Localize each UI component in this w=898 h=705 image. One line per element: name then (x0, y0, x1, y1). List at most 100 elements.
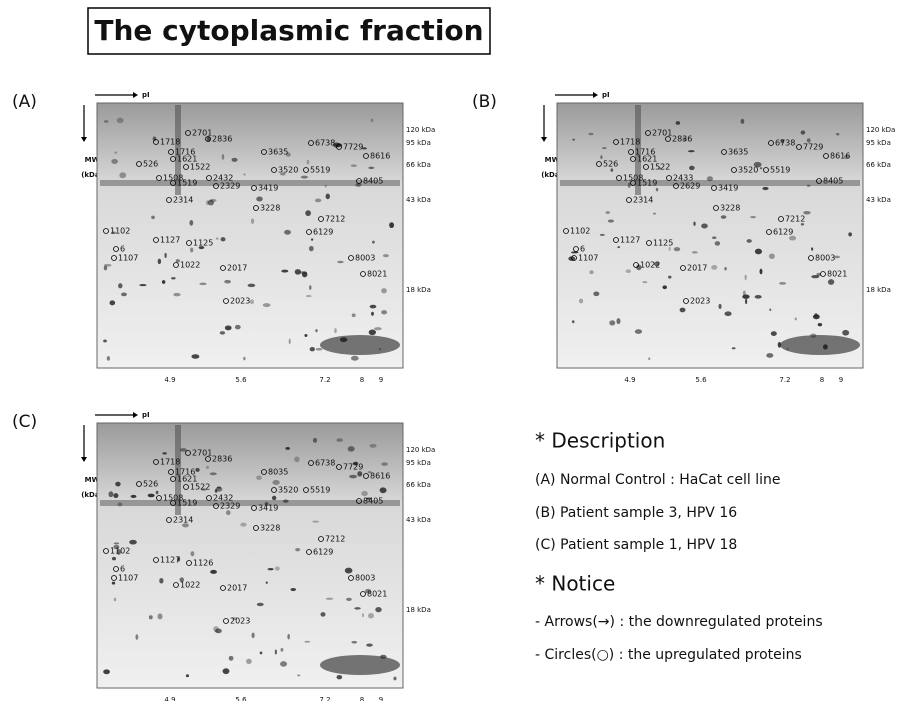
spot-circle (168, 469, 174, 475)
spot-circle (336, 464, 342, 470)
spot-circle (251, 185, 257, 191)
spot-circle (768, 140, 774, 146)
gel-spot (393, 676, 397, 681)
gel-spot (108, 491, 114, 498)
gel-spot (701, 223, 708, 229)
gel-spot (350, 164, 358, 167)
mw-marker: 120 kDa (406, 446, 435, 454)
gel-spot (364, 588, 372, 594)
spot-circle (816, 178, 822, 184)
spot-circle (168, 149, 174, 155)
gel-spot (224, 279, 231, 284)
spot-label: 1621 (177, 475, 197, 484)
gel-spot (655, 187, 659, 192)
gel-spot (207, 199, 214, 206)
spot-circle (571, 255, 577, 261)
spot-circle (613, 139, 619, 145)
spot-label: 2017 (227, 584, 247, 593)
arrow-head (541, 137, 547, 142)
notice-item: - Circles(○) : the upregulated proteins (535, 647, 802, 663)
gel-spot (724, 267, 727, 271)
spot-circle (763, 167, 769, 173)
spot-label: 2701 (192, 449, 212, 458)
spot-circle (103, 228, 109, 234)
spot-circle (796, 144, 802, 150)
spot-circle (363, 473, 369, 479)
panel-label: (C) (12, 412, 37, 432)
spot-label: 3520 (278, 486, 298, 495)
spot-circle (253, 525, 259, 531)
gel-spot (627, 182, 631, 188)
gel-spot (724, 311, 732, 317)
gel-spot (381, 310, 388, 315)
spot-circle (185, 130, 191, 136)
gel-spot (658, 167, 661, 170)
spot-label: 6738 (775, 139, 795, 148)
spot-circle (186, 240, 192, 246)
spot-label: 1716 (175, 148, 195, 157)
spot-label: 1107 (118, 574, 138, 583)
gel-spot (334, 327, 337, 334)
spot-circle (261, 469, 267, 475)
title: The cytoplasmic fraction (94, 14, 483, 47)
pi-label: pI (142, 411, 150, 419)
gel-spot (309, 347, 315, 352)
spot-circle (628, 149, 634, 155)
gel-spot (325, 193, 330, 200)
spot-label: 7729 (343, 463, 363, 472)
mw-marker: 95 kDa (866, 139, 891, 147)
gel-spot (682, 137, 687, 141)
gel-spot (294, 456, 300, 463)
mw-marker: 95 kDa (406, 459, 431, 467)
gel-spot (118, 283, 123, 289)
spot-circle (220, 585, 226, 591)
mw-marker: 18 kDa (406, 606, 431, 614)
gel-spot (310, 238, 314, 241)
gel-spot (315, 329, 318, 333)
gel-spot (777, 341, 782, 348)
spot-circle (271, 487, 277, 493)
gel-spot (811, 275, 820, 279)
gel-spot (636, 264, 642, 271)
gel-spot (114, 151, 117, 154)
spot-circle (766, 229, 772, 235)
gel-blob (780, 335, 860, 355)
gel-spot (135, 634, 139, 640)
spot-circle (213, 503, 219, 509)
spot-label: 2023 (230, 617, 250, 626)
spot-label: 3635 (268, 148, 288, 157)
gel-spot (109, 300, 116, 306)
mw-marker: 120 kDa (866, 126, 895, 134)
spot-circle (680, 265, 686, 271)
gel-blob (320, 335, 400, 355)
gel-spot (600, 155, 603, 160)
gel-spot (361, 613, 364, 618)
gel-spot (834, 255, 840, 259)
gel-spot (357, 471, 363, 477)
spot-label: 1127 (160, 556, 180, 565)
spot-circle (711, 185, 717, 191)
gel-spot (159, 577, 164, 584)
gel-spot (572, 138, 575, 141)
spot-label: 1519 (177, 499, 197, 508)
spot-label: 1022 (180, 261, 200, 270)
mw-marker: 120 kDa (406, 126, 435, 134)
spot-label: 6 (120, 565, 125, 574)
gel-spot (103, 669, 110, 675)
gel-spot (175, 259, 180, 263)
spot-circle (630, 180, 636, 186)
gel-spot (355, 183, 362, 187)
gel-spot (679, 307, 686, 313)
gel-spot (324, 184, 327, 188)
gel-spot (130, 494, 137, 498)
spot-circle (731, 167, 737, 173)
gel-spot (361, 490, 368, 497)
gel-spot (354, 607, 361, 610)
gel-spot (129, 539, 137, 545)
spot-circle (356, 498, 362, 504)
gel-spot (249, 299, 255, 305)
gel-spot (788, 235, 797, 241)
spot-circle (170, 476, 176, 482)
spot-label: 6738 (315, 459, 335, 468)
spot-label: 6129 (313, 548, 333, 557)
